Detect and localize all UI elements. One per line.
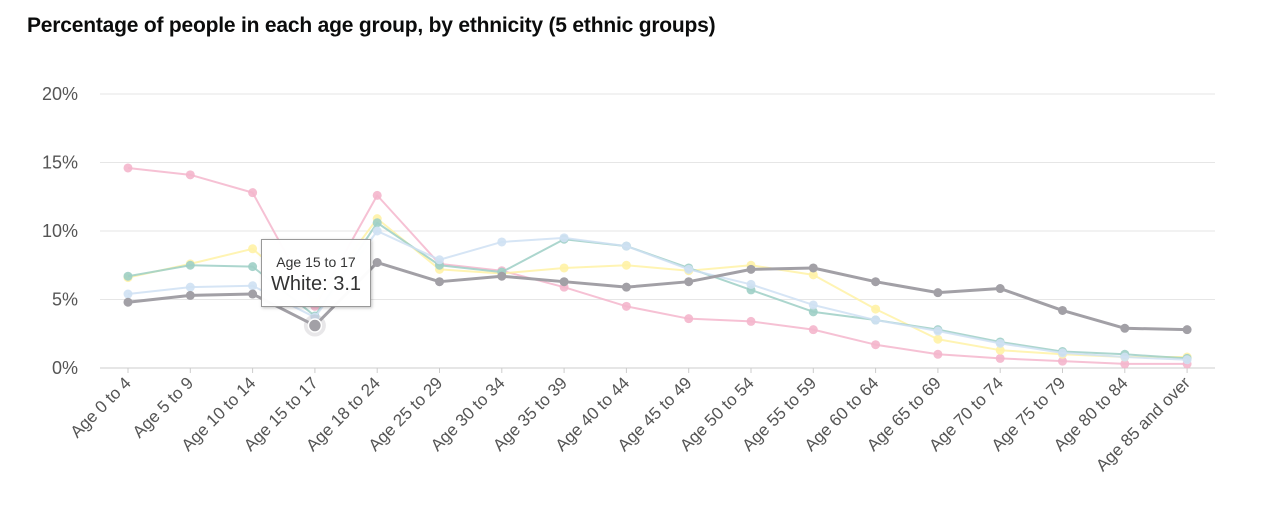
point-black[interactable] — [933, 349, 943, 359]
point-black[interactable] — [185, 170, 195, 180]
point-white[interactable] — [808, 263, 818, 273]
point-white[interactable] — [933, 288, 943, 298]
chart-title: Percentage of people in each age group, … — [27, 14, 716, 37]
point-other[interactable] — [684, 264, 694, 274]
point-white[interactable] — [248, 289, 258, 299]
gridlines — [100, 93, 1215, 369]
point-white[interactable] — [1120, 323, 1130, 333]
point-other[interactable] — [372, 226, 382, 236]
point-other[interactable] — [497, 237, 507, 247]
point-other[interactable] — [1058, 348, 1067, 358]
point-black[interactable] — [123, 163, 133, 173]
series-group — [123, 163, 1192, 369]
point-asian[interactable] — [248, 244, 258, 254]
series-white[interactable] — [123, 258, 1192, 335]
highlight-group — [303, 314, 326, 337]
point-white[interactable] — [871, 277, 881, 287]
point-mixed[interactable] — [123, 271, 133, 281]
point-white[interactable] — [559, 277, 569, 287]
tooltip-value: White: 3.1 — [270, 273, 362, 295]
point-asian[interactable] — [621, 260, 631, 270]
point-black[interactable] — [871, 340, 881, 350]
y-tick-label: 5% — [52, 290, 78, 310]
point-white[interactable] — [372, 258, 382, 268]
y-tick-label: 10% — [42, 221, 78, 241]
point-black[interactable] — [248, 188, 258, 198]
point-other[interactable] — [248, 281, 258, 291]
point-black[interactable] — [808, 325, 818, 335]
point-asian[interactable] — [559, 263, 569, 273]
point-other[interactable] — [995, 338, 1005, 348]
point-white[interactable] — [1182, 325, 1192, 335]
point-other[interactable] — [185, 282, 195, 292]
point-white[interactable] — [123, 297, 133, 307]
point-asian[interactable] — [871, 304, 881, 314]
point-mixed[interactable] — [185, 260, 195, 270]
point-white[interactable] — [185, 290, 195, 300]
point-mixed[interactable] — [248, 262, 258, 272]
point-other[interactable] — [933, 326, 943, 336]
y-tick-label: 20% — [42, 84, 78, 104]
point-white[interactable] — [1058, 305, 1067, 315]
x-tick-label: Age 0 to 4 — [67, 373, 135, 441]
point-black[interactable] — [1120, 359, 1130, 369]
point-white[interactable] — [435, 277, 444, 287]
point-black[interactable] — [621, 301, 631, 311]
highlight-point[interactable] — [307, 318, 323, 333]
point-other[interactable] — [808, 300, 818, 310]
point-other[interactable] — [746, 279, 756, 289]
point-other[interactable] — [123, 289, 133, 299]
point-white[interactable] — [684, 277, 694, 287]
point-black[interactable] — [372, 190, 382, 200]
point-other[interactable] — [559, 233, 569, 243]
point-mixed[interactable] — [372, 218, 382, 228]
point-other[interactable] — [871, 315, 881, 325]
point-white[interactable] — [621, 282, 631, 292]
point-asian[interactable] — [933, 334, 943, 344]
point-black[interactable] — [746, 316, 756, 326]
point-other[interactable] — [435, 255, 444, 265]
series-line-other[interactable] — [127, 230, 1188, 361]
point-asian[interactable] — [808, 270, 818, 280]
point-black[interactable] — [1058, 356, 1067, 366]
point-asian[interactable] — [995, 345, 1005, 355]
point-other[interactable] — [621, 241, 631, 251]
y-tick-label: 0% — [52, 358, 78, 378]
point-white[interactable] — [746, 264, 756, 274]
point-other[interactable] — [1182, 355, 1192, 365]
point-other[interactable] — [1120, 352, 1130, 362]
series-other[interactable] — [123, 226, 1192, 365]
series-line-white[interactable] — [127, 261, 1188, 332]
point-white[interactable] — [995, 284, 1005, 294]
y-tick-label: 15% — [42, 153, 78, 173]
point-white[interactable] — [497, 271, 507, 281]
point-mixed[interactable] — [808, 307, 818, 317]
y-axis-ticks: 0% 5% 10% 15% 20% — [42, 84, 78, 378]
point-black[interactable] — [684, 314, 694, 324]
point-black[interactable] — [995, 353, 1005, 363]
tooltip-category: Age 15 to 17 — [276, 254, 356, 270]
tooltip: Age 15 to 17 White: 3.1 — [261, 239, 371, 307]
